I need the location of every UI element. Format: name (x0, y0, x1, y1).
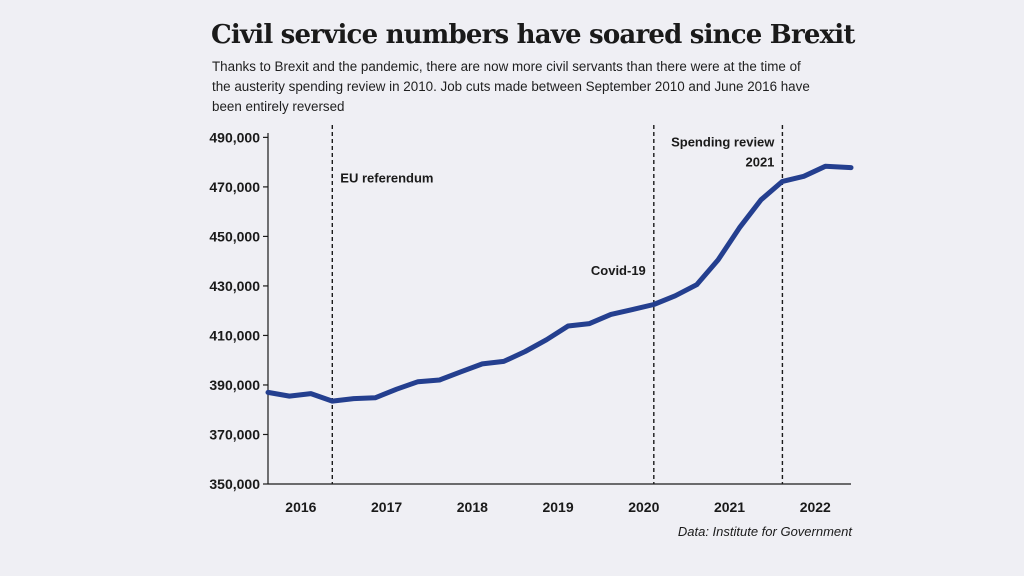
x-tick-label: 2020 (628, 499, 659, 515)
x-tick-label: 2019 (542, 499, 573, 515)
y-tick-label: 350,000 (209, 476, 260, 492)
source-note: Data: Institute for Government (677, 524, 852, 539)
y-tick-label: 390,000 (209, 377, 260, 393)
chart-title: Civil service numbers have soared since … (211, 20, 855, 50)
annotation-label: EU referendum (340, 170, 433, 185)
series-line (265, 163, 854, 404)
x-tick-label: 2017 (371, 499, 402, 515)
annotation-label: Spending review (671, 134, 775, 149)
chart-subtitle: Thanks to Brexit and the pandemic, there… (212, 59, 810, 114)
x-tick-label: 2018 (457, 499, 488, 515)
y-tick-label: 370,000 (209, 426, 260, 442)
y-tick-label: 470,000 (209, 179, 260, 195)
annotation-label: 2021 (745, 154, 774, 169)
axes-layer: 350,000 370,000 390,000 410,000 430,000 450,0… (209, 129, 851, 515)
y-tick-label: 450,000 (209, 228, 260, 244)
x-tick-label: 2022 (800, 499, 831, 515)
y-tick-label: 410,000 (209, 327, 260, 343)
annotations-layer: EU referendum Covid-19 Spending review 2021 (331, 125, 784, 484)
series-layer (265, 163, 854, 404)
y-tick-label: 430,000 (209, 278, 260, 294)
y-tick-label: 490,000 (209, 129, 260, 145)
x-tick-label: 2021 (714, 499, 745, 515)
annotation-label: Covid-19 (591, 263, 646, 278)
x-tick-label: 2016 (285, 499, 316, 515)
